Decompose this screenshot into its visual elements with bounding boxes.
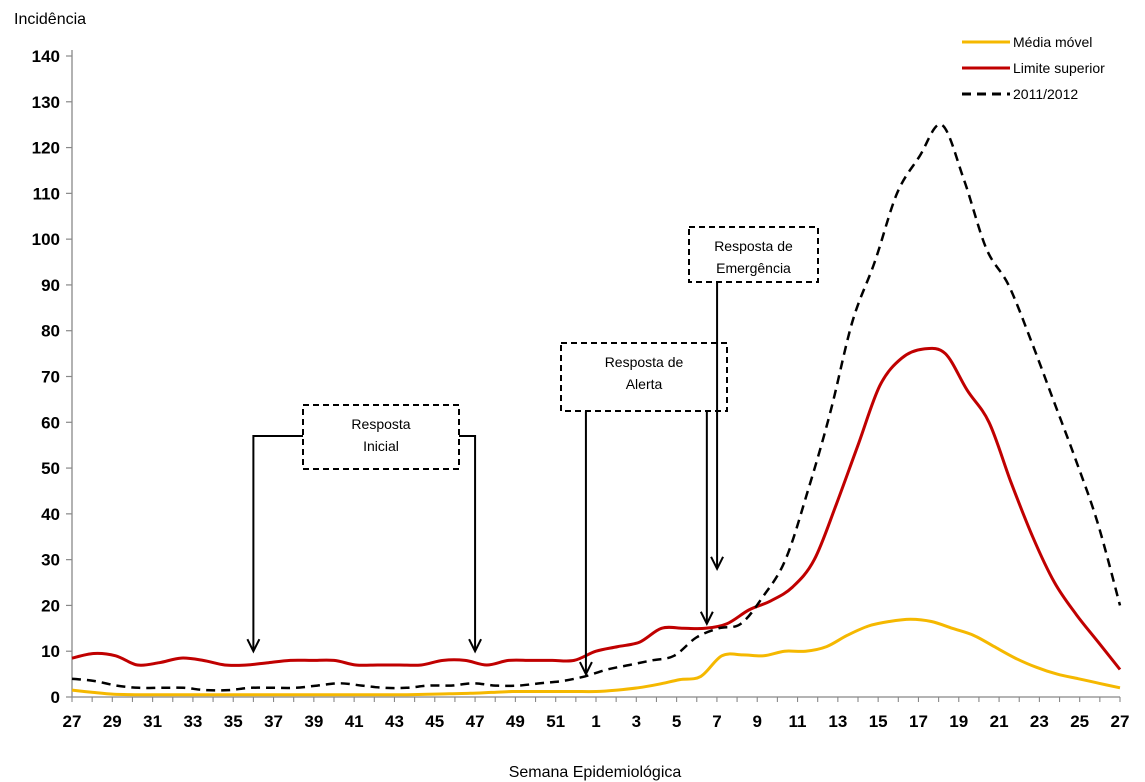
y-tick-label: 40 xyxy=(41,505,60,524)
annotation-label: Emergência xyxy=(716,260,791,276)
x-tick-label: 23 xyxy=(1030,712,1049,731)
y-tick-label: 60 xyxy=(41,413,60,432)
x-tick-label: 37 xyxy=(264,712,283,731)
x-tick-label: 13 xyxy=(828,712,847,731)
annotation-box xyxy=(688,226,819,283)
series-line-limite-superior xyxy=(71,346,1122,671)
x-tick-label: 45 xyxy=(425,712,444,731)
y-tick-label: 30 xyxy=(41,551,60,570)
y-tick-label: 120 xyxy=(32,139,60,158)
legend-label-2011-2012: 2011/2012 xyxy=(1013,86,1078,102)
y-tick-label: 140 xyxy=(32,47,60,66)
x-tick-label: 41 xyxy=(345,712,364,731)
y-tick-label: 70 xyxy=(41,368,60,387)
annotation-resposta-alerta: Resposta de Alerta xyxy=(560,342,728,673)
y-axis-title: Incidência xyxy=(14,11,86,28)
x-tick-label: 49 xyxy=(506,712,525,731)
x-tick-label: 5 xyxy=(672,712,681,731)
x-tick-label: 27 xyxy=(63,712,82,731)
legend-item-limite-superior: Limite superior xyxy=(962,60,1105,76)
legend-label-media-movel: Média móvel xyxy=(1013,34,1092,50)
y-axis-ticks: 0 10 20 30 40 50 60 70 80 90 100 110 120 130 140 xyxy=(32,47,72,707)
x-tick-label: 19 xyxy=(949,712,968,731)
y-tick-label: 50 xyxy=(41,459,60,478)
x-tick-label: 47 xyxy=(466,712,485,731)
y-tick-label: 0 xyxy=(51,688,60,707)
annotation-box xyxy=(560,342,728,412)
annotation-resposta-inicial: Resposta Inicial xyxy=(252,404,477,650)
y-tick-label: 110 xyxy=(33,184,60,203)
x-tick-label: 15 xyxy=(869,712,888,731)
y-tick-label: 90 xyxy=(41,276,60,295)
annotation-resposta-emergencia: Resposta de Emergência xyxy=(688,226,819,567)
x-tick-label: 3 xyxy=(632,712,641,731)
x-tick-label: 1 xyxy=(591,712,600,731)
x-axis-title: Semana Epidemiológica xyxy=(509,764,682,781)
annotation-label: Inicial xyxy=(363,438,399,454)
x-tick-label: 21 xyxy=(990,712,1009,731)
x-tick-label: 51 xyxy=(546,712,565,731)
x-tick-label: 17 xyxy=(909,712,928,731)
legend-label-limite-superior: Limite superior xyxy=(1013,60,1105,76)
arrow-head xyxy=(579,661,593,677)
y-tick-label: 10 xyxy=(41,642,60,661)
x-tick-label: 33 xyxy=(183,712,202,731)
legend: Média móvel Limite superior 2011/2012 xyxy=(962,34,1105,102)
legend-item-2011-2012: 2011/2012 xyxy=(962,86,1078,102)
annotation-label: Alerta xyxy=(626,376,663,392)
annotation-box xyxy=(302,404,460,470)
x-tick-label: 9 xyxy=(752,712,761,731)
arrow-head xyxy=(246,638,261,654)
y-tick-label: 80 xyxy=(41,322,60,341)
annotation-label: Resposta de xyxy=(605,354,684,370)
legend-item-media-movel: Média móvel xyxy=(962,34,1092,50)
arrow-left xyxy=(252,435,303,650)
x-tick-label: 43 xyxy=(385,712,404,731)
annotation-label: Resposta xyxy=(351,416,410,432)
y-tick-label: 20 xyxy=(41,596,60,615)
x-tick-label: 27 xyxy=(1111,712,1130,731)
x-tick-label: 11 xyxy=(789,712,807,731)
arrow-right xyxy=(459,435,477,650)
x-axis-ticks: 27 29 31 33 35 37 39 41 43 45 47 49 51 1 3 5 7 9 11 13 15 17 1… xyxy=(63,697,1130,731)
arrow-head xyxy=(710,556,724,572)
y-tick-label: 100 xyxy=(32,230,60,249)
x-tick-label: 31 xyxy=(143,712,162,731)
x-tick-label: 25 xyxy=(1070,712,1089,731)
x-tick-label: 29 xyxy=(103,712,122,731)
x-tick-label: 35 xyxy=(224,712,243,731)
arrow-head xyxy=(699,611,714,626)
series-lines xyxy=(71,123,1122,697)
x-tick-label: 39 xyxy=(304,712,323,731)
annotation-label: Resposta de xyxy=(714,238,793,254)
arrow-head xyxy=(468,638,482,654)
y-tick-label: 130 xyxy=(32,93,60,112)
x-tick-label: 7 xyxy=(712,712,721,731)
series-line-media-movel xyxy=(71,617,1121,697)
